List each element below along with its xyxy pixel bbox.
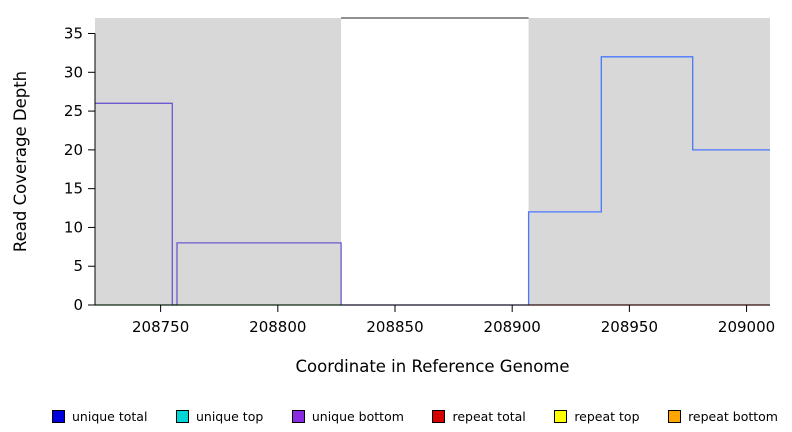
left-gray-region: [95, 18, 342, 305]
x-tick-label: 208850: [366, 318, 423, 336]
legend-item-unique-bottom: unique bottom: [291, 409, 404, 424]
x-tick-label: 208750: [132, 318, 189, 336]
legend-item-unique-top: unique top: [175, 409, 264, 424]
legend-label: unique bottom: [311, 409, 404, 424]
legend-item-repeat-total: repeat total: [432, 409, 526, 424]
legend-label: unique total: [72, 409, 148, 424]
legend-swatch: [668, 410, 682, 423]
y-tick-label: 20: [64, 141, 83, 159]
legend-swatch: [432, 410, 446, 423]
legend: unique total unique top unique bottom repea…: [0, 409, 792, 424]
plot-canvas: 208750 208800 208850 208900 208950 209000 0 5 10…: [11, 17, 775, 376]
x-tick-label: 208950: [601, 318, 658, 336]
legend-item-repeat-bottom: repeat bottom: [668, 409, 778, 424]
y-tick-label: 15: [64, 180, 83, 198]
x-tick-label: 209000: [718, 318, 775, 336]
series-unique-bottom-steps: [95, 102, 529, 306]
legend-swatch: [52, 410, 65, 423]
x-tick-label: 208900: [484, 318, 541, 336]
legend-label: repeat total: [452, 409, 526, 424]
legend-swatch: [291, 410, 305, 423]
y-tick-label: 10: [64, 218, 83, 236]
coverage-depth-chart: 208750 208800 208850 208900 208950 209000 0 5 10…: [11, 17, 778, 424]
y-tick-label: 25: [64, 102, 83, 120]
legend-swatch: [554, 410, 568, 423]
x-tick-label: 208800: [249, 318, 306, 336]
x-axis-title: Coordinate in Reference Genome: [295, 357, 569, 376]
right-gray-region: [528, 18, 770, 305]
y-axis-title: Read Coverage Depth: [11, 71, 30, 252]
y-tick-label: 0: [73, 296, 83, 314]
legend-label: repeat bottom: [688, 409, 778, 424]
y-tick-label: 35: [64, 25, 83, 43]
legend-label: unique top: [195, 409, 264, 424]
legend-item-unique-total: unique total: [52, 409, 147, 424]
legend-swatch: [175, 410, 189, 423]
y-tick-label: 30: [64, 63, 83, 81]
y-tick-label: 5: [73, 257, 83, 275]
legend-label: repeat top: [574, 409, 640, 424]
series-unique-total-steps: [527, 56, 770, 305]
legend-item-repeat-top: repeat top: [554, 409, 640, 424]
